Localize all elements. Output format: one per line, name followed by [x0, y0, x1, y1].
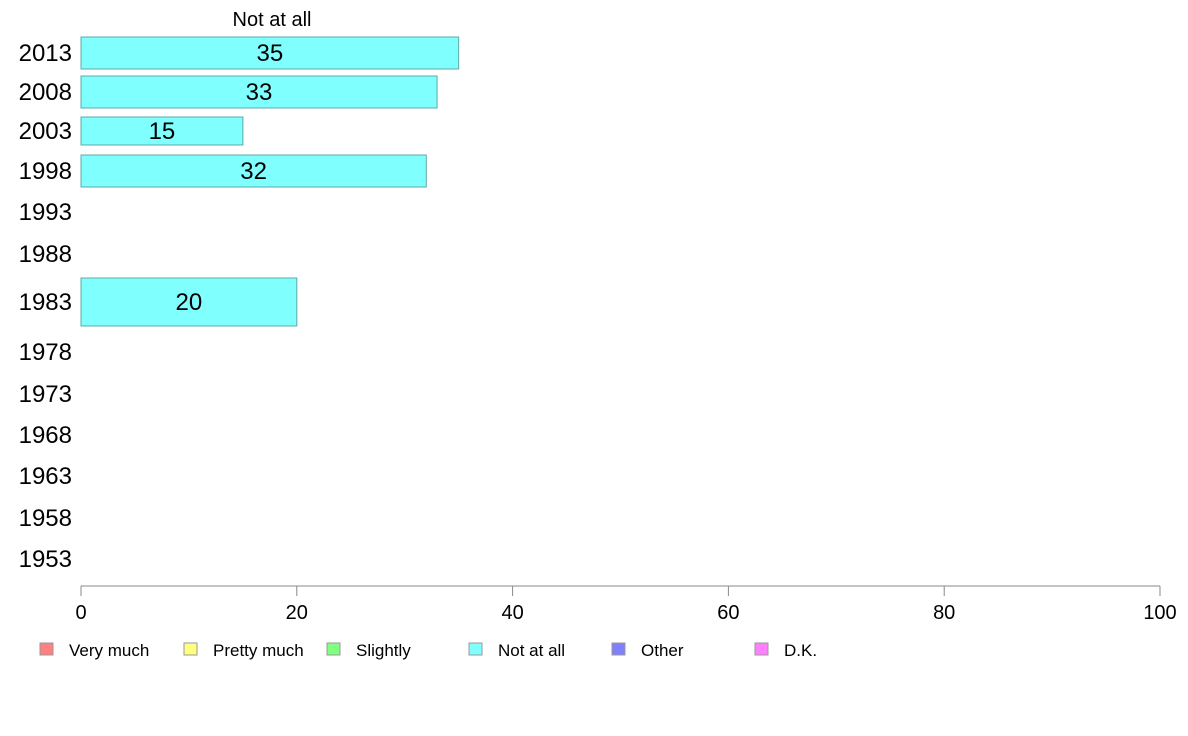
x-tick-label: 0 — [75, 602, 86, 624]
legend-swatch — [754, 642, 769, 656]
legend-swatch — [468, 642, 483, 656]
data-label: 15 — [149, 118, 176, 145]
bar — [80, 75, 438, 109]
bar — [80, 36, 460, 70]
category-label: 1998 — [19, 158, 72, 185]
legend-label: Other — [641, 641, 684, 660]
x-tick-label: 60 — [717, 602, 739, 624]
legend-swatch — [183, 642, 198, 656]
legend-label: Very much — [69, 641, 149, 660]
category-label: 1963 — [19, 463, 72, 490]
legend-label: Pretty much — [213, 641, 304, 660]
bar — [80, 116, 244, 146]
legend-label: D.K. — [784, 641, 817, 660]
data-label: 20 — [176, 289, 203, 316]
category-labels: 2013 2008 2003 1998 1993 1988 1983 1978 1973 1968… — [19, 40, 72, 573]
panel-title: Not at all — [233, 9, 312, 31]
category-label: 2003 — [19, 118, 72, 145]
legend-swatch — [326, 642, 341, 656]
legend: Very much Pretty much Slightly Not at all Ot… — [39, 641, 817, 660]
legend-swatch — [611, 642, 626, 656]
legend-label: Not at all — [498, 641, 565, 660]
category-label: 2008 — [19, 79, 72, 106]
x-axis: 0 20 40 60 80 100 — [75, 585, 1177, 624]
bar — [80, 277, 298, 327]
x-tick-label: 20 — [286, 602, 308, 624]
bars-group: 35 33 15 32 20 — [80, 36, 460, 327]
category-label: 2013 — [19, 40, 72, 67]
data-label: 35 — [256, 40, 283, 67]
x-tick-label: 80 — [933, 602, 955, 624]
category-label: 1958 — [19, 505, 72, 532]
legend-label: Slightly — [356, 641, 411, 660]
legend-swatch — [39, 642, 54, 656]
category-label: 1988 — [19, 241, 72, 268]
data-label: 32 — [240, 158, 267, 185]
category-label: 1968 — [19, 422, 72, 449]
x-tick-label: 40 — [501, 602, 523, 624]
category-label: 1978 — [19, 339, 72, 366]
category-label: 1983 — [19, 289, 72, 316]
category-label: 1993 — [19, 199, 72, 226]
bar — [80, 154, 427, 188]
category-label: 1973 — [19, 381, 72, 408]
category-label: 1953 — [19, 546, 72, 573]
x-tick-label: 100 — [1143, 602, 1176, 624]
data-label: 33 — [246, 79, 273, 106]
